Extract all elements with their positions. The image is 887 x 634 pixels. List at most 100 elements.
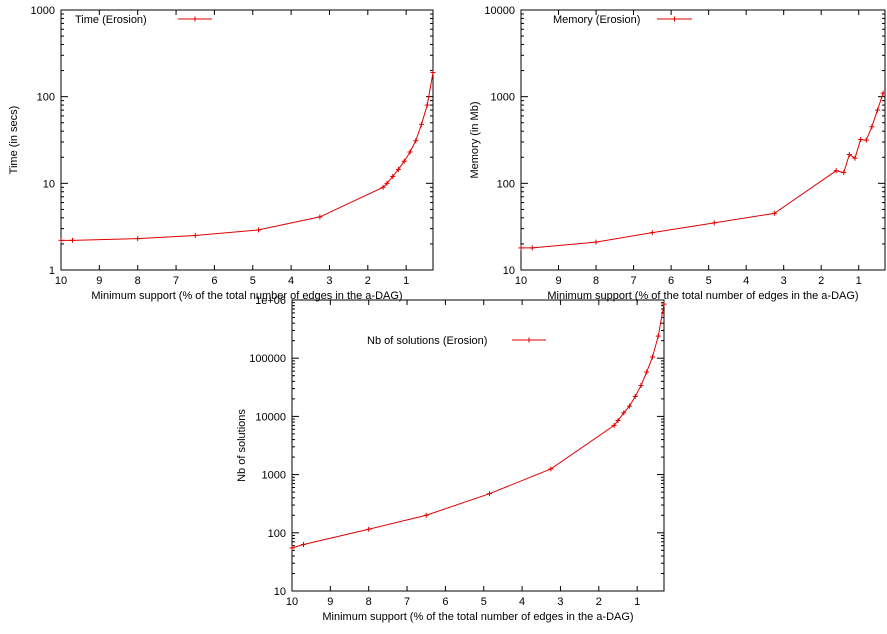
x-tick-label: 4 bbox=[743, 275, 749, 287]
legend-label: Time (Erosion) bbox=[75, 14, 147, 26]
x-axis-label: Minimum support (% of the total number o… bbox=[322, 611, 633, 623]
chart-3: 10 9 8 7 6 5 4 3 2 1 10 100 1000 10000 100000 1e+06 Mini… bbox=[236, 295, 667, 623]
legend: Nb of solutions (Erosion) bbox=[367, 335, 546, 347]
x-tick-label: 3 bbox=[326, 275, 332, 287]
data-point bbox=[644, 369, 650, 375]
y-tick-label: 1 bbox=[49, 265, 55, 277]
y-tick-label: 100 bbox=[37, 92, 55, 104]
data-point bbox=[711, 220, 717, 226]
data-point bbox=[655, 333, 661, 339]
data-point bbox=[423, 512, 429, 518]
data-point bbox=[858, 137, 864, 143]
legend-label: Nb of solutions (Erosion) bbox=[367, 335, 487, 347]
x-tick-label: 10 bbox=[286, 596, 298, 608]
data-point bbox=[390, 173, 396, 179]
y-tick-label: 100 bbox=[268, 528, 286, 540]
data-point bbox=[413, 138, 419, 144]
y-tick-label: 10000 bbox=[484, 5, 515, 17]
legend: Time (Erosion) bbox=[75, 14, 212, 26]
x-tick-label: 9 bbox=[555, 275, 561, 287]
data-point bbox=[407, 149, 413, 155]
x-tick-label: 7 bbox=[631, 275, 637, 287]
data-point bbox=[395, 166, 401, 172]
x-tick-label: 4 bbox=[519, 596, 525, 608]
y-tick-label: 100 bbox=[497, 178, 515, 190]
data-point bbox=[424, 102, 430, 108]
data-point bbox=[632, 393, 638, 399]
data-point bbox=[846, 152, 852, 158]
y-axis-label: Nb of solutions bbox=[236, 409, 248, 482]
data-point bbox=[649, 354, 655, 360]
x-tick-label: 8 bbox=[593, 275, 599, 287]
data-point bbox=[380, 184, 386, 190]
y-tick-label: 1e+06 bbox=[255, 295, 286, 307]
data-point bbox=[418, 121, 424, 127]
x-tick-label: 8 bbox=[135, 275, 141, 287]
y-tick-label: 10 bbox=[43, 178, 55, 190]
legend: Memory (Erosion) bbox=[553, 14, 692, 26]
x-tick-label: 3 bbox=[557, 596, 563, 608]
data-point bbox=[593, 239, 599, 245]
data-point bbox=[548, 466, 554, 472]
data-point bbox=[649, 230, 655, 236]
data-point bbox=[384, 180, 390, 186]
data-point bbox=[529, 245, 535, 251]
x-tick-label: 4 bbox=[288, 275, 294, 287]
data-point bbox=[869, 124, 875, 130]
data-point bbox=[874, 107, 880, 113]
data-point bbox=[487, 491, 493, 497]
chart-2: 10 9 8 7 6 5 4 3 2 1 10 100 1000 10000 Minimum support… bbox=[469, 5, 886, 302]
x-tick-label: 5 bbox=[481, 596, 487, 608]
y-tick-label: 10000 bbox=[255, 411, 286, 423]
x-tick-label: 9 bbox=[96, 275, 102, 287]
data-point bbox=[611, 422, 617, 428]
x-tick-label: 9 bbox=[327, 596, 333, 608]
plot-frame bbox=[60, 9, 434, 271]
data-point bbox=[880, 90, 886, 96]
x-tick-label: 7 bbox=[404, 596, 410, 608]
x-tick-label: 1 bbox=[634, 596, 640, 608]
x-tick-label: 6 bbox=[668, 275, 674, 287]
x-tick-label: 8 bbox=[366, 596, 372, 608]
plot-frame bbox=[291, 299, 665, 592]
plot-frame bbox=[520, 9, 886, 271]
x-tick-label: 10 bbox=[515, 275, 527, 287]
y-tick-label: 100000 bbox=[249, 353, 286, 365]
data-point bbox=[621, 410, 627, 416]
legend-label: Memory (Erosion) bbox=[553, 14, 640, 26]
x-tick-label: 6 bbox=[211, 275, 217, 287]
series-line bbox=[291, 304, 665, 549]
data-point bbox=[518, 245, 524, 251]
data-point bbox=[301, 541, 307, 547]
data-point bbox=[833, 168, 839, 174]
data-point bbox=[771, 210, 777, 216]
x-tick-label: 1 bbox=[856, 275, 862, 287]
data-point bbox=[626, 403, 632, 409]
data-point bbox=[366, 526, 372, 532]
data-point bbox=[256, 227, 262, 233]
y-axis-label: Memory (in Mb) bbox=[469, 101, 481, 178]
y-tick-label: 1000 bbox=[491, 92, 515, 104]
x-tick-label: 7 bbox=[173, 275, 179, 287]
series-line bbox=[61, 72, 434, 241]
data-point bbox=[638, 382, 644, 388]
data-point bbox=[852, 155, 858, 161]
x-tick-label: 2 bbox=[596, 596, 602, 608]
data-point bbox=[401, 158, 407, 164]
y-axis-label: Time (in secs) bbox=[8, 106, 20, 175]
x-tick-label: 6 bbox=[442, 596, 448, 608]
x-tick-label: 2 bbox=[818, 275, 824, 287]
data-point bbox=[192, 233, 198, 239]
x-axis-label: Minimum support (% of the total number o… bbox=[547, 290, 858, 302]
data-point bbox=[58, 237, 64, 243]
data-point bbox=[661, 301, 667, 307]
data-point bbox=[135, 236, 141, 242]
y-tick-label: 1000 bbox=[31, 5, 55, 17]
series-line bbox=[521, 92, 884, 249]
y-tick-label: 10 bbox=[503, 265, 515, 277]
data-point bbox=[863, 137, 869, 143]
data-point bbox=[615, 418, 621, 424]
x-tick-label: 5 bbox=[250, 275, 256, 287]
